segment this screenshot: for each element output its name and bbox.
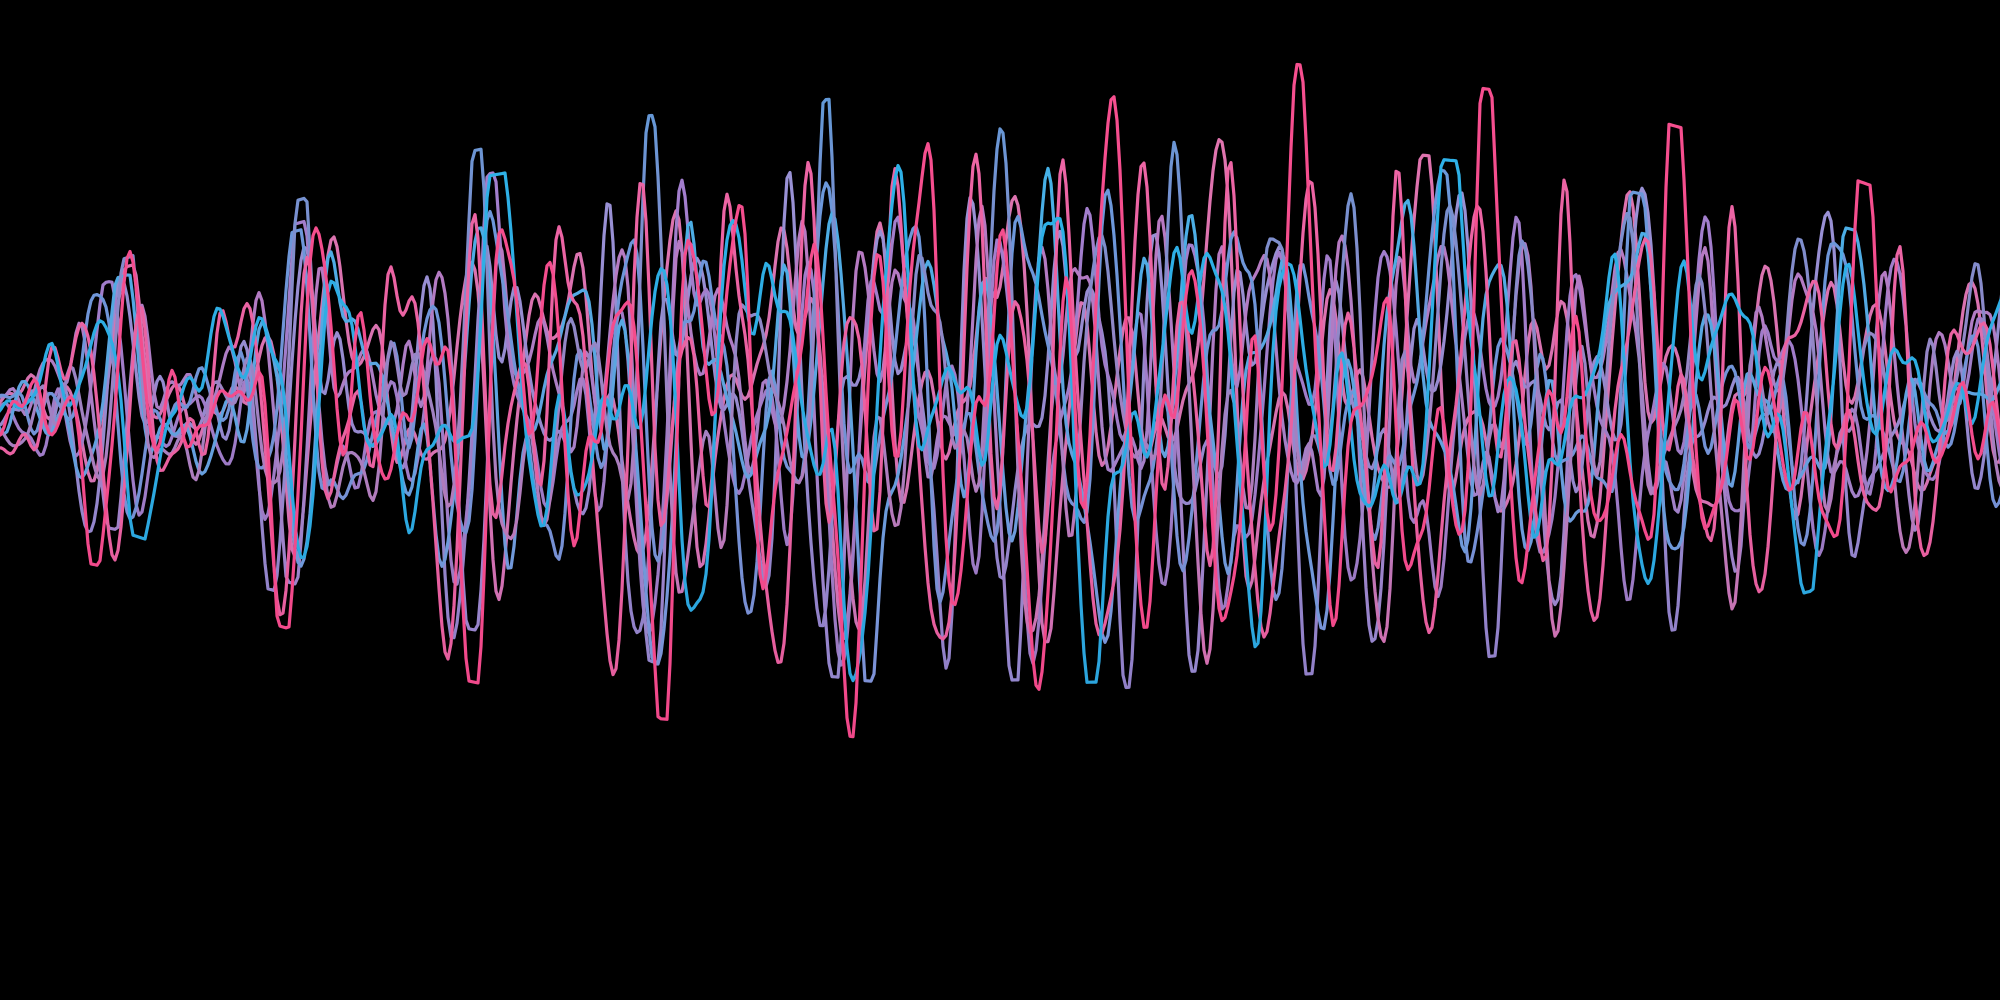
wave-periwinkle (0, 170, 2000, 690)
wave-pink (0, 152, 2000, 677)
wave-cyan-to-periwinkle (0, 166, 2000, 683)
wave-steel-blue (0, 168, 2000, 615)
wave-lines-group (0, 62, 2000, 739)
wave-hot-pink (0, 62, 2000, 739)
